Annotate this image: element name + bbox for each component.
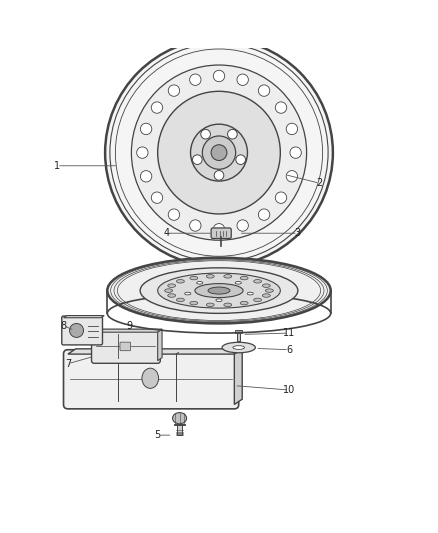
Ellipse shape — [173, 413, 187, 424]
Ellipse shape — [254, 279, 261, 283]
Ellipse shape — [216, 299, 222, 302]
Ellipse shape — [258, 85, 270, 96]
Ellipse shape — [197, 281, 203, 284]
Ellipse shape — [151, 102, 162, 113]
Ellipse shape — [158, 273, 280, 308]
Ellipse shape — [208, 287, 230, 294]
Ellipse shape — [141, 123, 152, 135]
Ellipse shape — [131, 65, 307, 240]
Ellipse shape — [105, 39, 333, 266]
Ellipse shape — [107, 258, 331, 324]
Polygon shape — [64, 316, 104, 318]
Text: 6: 6 — [286, 345, 292, 355]
Ellipse shape — [195, 284, 243, 297]
FancyBboxPatch shape — [211, 228, 231, 238]
Ellipse shape — [193, 155, 202, 165]
Ellipse shape — [190, 301, 198, 305]
Ellipse shape — [158, 91, 280, 214]
Ellipse shape — [235, 281, 241, 284]
Text: 2: 2 — [317, 178, 323, 188]
Ellipse shape — [237, 74, 248, 85]
FancyBboxPatch shape — [92, 329, 160, 364]
Ellipse shape — [214, 171, 224, 180]
Ellipse shape — [142, 368, 159, 389]
Ellipse shape — [165, 289, 173, 292]
Ellipse shape — [286, 123, 297, 135]
Bar — [174, 424, 185, 425]
Ellipse shape — [190, 276, 198, 280]
Text: 1: 1 — [54, 161, 60, 171]
FancyBboxPatch shape — [64, 350, 239, 409]
Ellipse shape — [213, 223, 225, 235]
Ellipse shape — [237, 220, 248, 231]
Ellipse shape — [140, 268, 298, 313]
Ellipse shape — [258, 209, 270, 220]
Ellipse shape — [168, 209, 180, 220]
Polygon shape — [234, 349, 242, 405]
Bar — [177, 425, 182, 435]
Ellipse shape — [191, 124, 247, 181]
Ellipse shape — [70, 324, 84, 337]
Bar — [235, 330, 242, 333]
Ellipse shape — [247, 292, 253, 295]
Ellipse shape — [137, 147, 148, 158]
Ellipse shape — [240, 301, 248, 305]
Ellipse shape — [168, 85, 180, 96]
Text: 7: 7 — [65, 359, 71, 369]
Text: 9: 9 — [126, 321, 132, 330]
Text: 10: 10 — [283, 385, 295, 395]
Polygon shape — [158, 329, 162, 361]
Ellipse shape — [190, 220, 201, 231]
Polygon shape — [94, 329, 162, 332]
Ellipse shape — [185, 292, 191, 295]
Text: 8: 8 — [60, 321, 67, 330]
Ellipse shape — [262, 284, 270, 287]
Ellipse shape — [213, 70, 225, 82]
Text: 4: 4 — [163, 228, 170, 238]
Ellipse shape — [206, 274, 214, 278]
Ellipse shape — [236, 155, 245, 165]
Ellipse shape — [151, 192, 162, 204]
Ellipse shape — [177, 298, 184, 302]
Ellipse shape — [201, 130, 210, 139]
Ellipse shape — [211, 145, 227, 160]
Ellipse shape — [286, 171, 297, 182]
Ellipse shape — [290, 147, 301, 158]
Ellipse shape — [254, 298, 261, 302]
Ellipse shape — [276, 102, 287, 113]
Polygon shape — [68, 349, 242, 354]
Ellipse shape — [202, 136, 236, 169]
Ellipse shape — [206, 303, 214, 306]
Ellipse shape — [228, 130, 237, 139]
Bar — [237, 330, 240, 342]
Ellipse shape — [265, 289, 273, 292]
Ellipse shape — [168, 294, 176, 297]
Ellipse shape — [224, 274, 232, 278]
Ellipse shape — [233, 346, 244, 349]
Text: 3: 3 — [295, 228, 301, 238]
Ellipse shape — [240, 276, 248, 280]
Ellipse shape — [262, 294, 270, 297]
Ellipse shape — [168, 284, 176, 287]
Ellipse shape — [177, 279, 184, 283]
Text: 11: 11 — [283, 328, 295, 338]
Ellipse shape — [190, 74, 201, 85]
Text: 5: 5 — [155, 430, 161, 440]
Ellipse shape — [222, 342, 255, 353]
Ellipse shape — [276, 192, 287, 204]
FancyBboxPatch shape — [120, 342, 131, 351]
Ellipse shape — [224, 303, 232, 306]
FancyBboxPatch shape — [62, 316, 102, 345]
Ellipse shape — [141, 171, 152, 182]
